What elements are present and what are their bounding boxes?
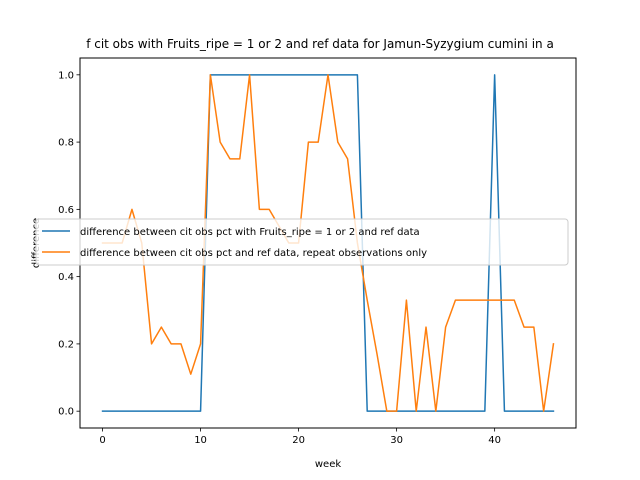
y-tick-label: 0.8 [58, 138, 74, 149]
chart-title: f cit obs with Fruits_ripe = 1 or 2 and … [86, 37, 554, 51]
y-tick-label: 1.0 [58, 70, 74, 81]
x-axis-label: week [315, 459, 341, 470]
legend: difference between cit obs pct with Frui… [35, 218, 569, 266]
x-tick-label: 20 [292, 435, 305, 446]
ticks-layer: 0 10 20 30 40 0.0 0.2 0.4 0.6 0.8 1.0 [58, 70, 501, 446]
x-tick-label: 10 [194, 435, 207, 446]
x-tick-label: 30 [390, 435, 403, 446]
series-line-2 [101, 74, 555, 412]
y-tick-label: 0.2 [58, 339, 74, 350]
y-tick-label: 0.6 [58, 205, 74, 216]
y-tick-label: 0.0 [58, 407, 74, 418]
x-tick-label: 0 [99, 435, 105, 446]
y-tick-label: 0.4 [58, 272, 74, 283]
series-layer [101, 74, 555, 412]
legend-box [35, 218, 569, 266]
legend-label-1: difference between cit obs pct with Frui… [80, 227, 420, 238]
x-tick-label: 40 [488, 435, 501, 446]
legend-label-2: difference between cit obs pct and ref d… [80, 248, 427, 259]
